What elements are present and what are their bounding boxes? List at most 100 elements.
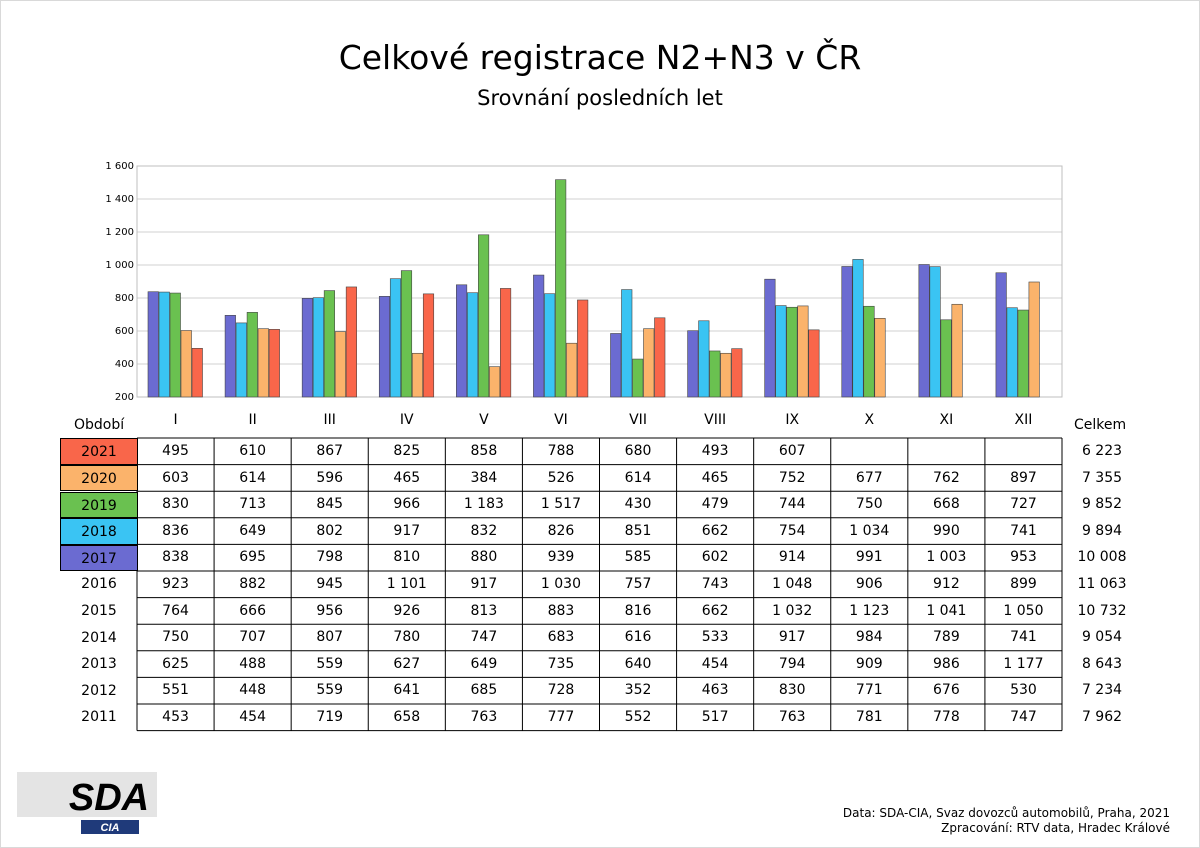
- bar-2020-XI: [951, 303, 963, 398]
- bar-2017-VIII: [687, 330, 699, 398]
- bar-2017-VI: [533, 274, 545, 398]
- table-cell: 986: [933, 655, 960, 672]
- row-total: 10 008: [1077, 549, 1127, 566]
- table-cell: 384: [470, 469, 498, 486]
- y-tick-label: 400: [115, 359, 134, 370]
- plot-frame: [136, 165, 1063, 398]
- table-cell: 517: [701, 709, 729, 725]
- table-cell: 727: [1010, 496, 1037, 513]
- table-cell: 747: [470, 629, 498, 646]
- bar-2019-III: [323, 290, 335, 398]
- table-cell: 752: [778, 469, 806, 486]
- table-cell: 764: [162, 602, 189, 619]
- table-cell: 677: [855, 469, 883, 486]
- table-cell: 880: [470, 549, 498, 566]
- table-cell: 763: [470, 709, 498, 725]
- table-cell: 1 177: [1003, 655, 1044, 672]
- table-cell: 1 123: [849, 602, 890, 619]
- table-cell: 603: [162, 469, 189, 486]
- bar-2019-IV: [400, 270, 413, 398]
- table-cell: 625: [162, 655, 189, 672]
- source-line-1: Data: SDA-CIA, Svaz dovozců automobilů, …: [842, 806, 1170, 820]
- bar-2021-VI: [577, 299, 589, 398]
- x-tick-label: II: [248, 412, 256, 428]
- table-cell: 789: [933, 629, 960, 646]
- x-tick-label: III: [324, 412, 336, 428]
- table-cell: 735: [547, 655, 575, 672]
- x-tick-label: XI: [940, 412, 954, 428]
- row-total: 9 852: [1081, 496, 1123, 513]
- legend-2017: 2017: [60, 544, 138, 572]
- table-cell: 825: [393, 443, 421, 459]
- bar-2020-VII: [643, 328, 655, 398]
- table-cell: 1 030: [540, 576, 581, 592]
- bar-2018-I: [158, 291, 170, 398]
- legend-2019: 2019: [60, 491, 138, 519]
- table-cell: 939: [547, 549, 575, 566]
- table-cell: 707: [239, 629, 266, 646]
- table-cell: [908, 438, 985, 465]
- chart-title: Celkové registrace N2+N3 v ČR: [338, 38, 862, 77]
- table-cell: 352: [624, 682, 652, 699]
- row-label-2011: 2011: [81, 709, 117, 726]
- table-cell: 826: [547, 522, 575, 539]
- y-tick-label: 800: [115, 293, 134, 304]
- bar-2020-II: [257, 328, 269, 398]
- row-total: 6 223: [1081, 443, 1123, 459]
- table-cell: 662: [701, 602, 729, 619]
- bar-2019-V: [478, 234, 490, 398]
- row-total: 7 962: [1081, 709, 1123, 725]
- table-cell: 1 048: [772, 576, 813, 592]
- x-tick-label: XII: [1015, 412, 1033, 428]
- bar-2021-IX: [808, 329, 820, 398]
- table-cell: 649: [470, 655, 498, 672]
- table-cell: 984: [855, 629, 883, 646]
- table-cell: 552: [624, 709, 652, 725]
- bar-2017-III: [301, 298, 313, 398]
- table-cell: 454: [701, 655, 729, 672]
- bar-2018-XII: [1006, 307, 1018, 398]
- bar-2019-VI: [555, 179, 567, 398]
- table-cell: 754: [778, 522, 806, 539]
- bar-2018-IV: [389, 278, 402, 398]
- x-tick-label: VI: [554, 412, 568, 428]
- table-cell: 966: [393, 496, 421, 513]
- y-tick-label: 1 200: [105, 227, 134, 238]
- legend-2018: 2018: [60, 518, 138, 545]
- table-cell: 695: [239, 549, 266, 566]
- x-tick-label: X: [864, 412, 874, 428]
- bar-2017-XI: [918, 264, 930, 398]
- bar-2020-VIII: [720, 352, 732, 398]
- table-cell: 1 041: [926, 602, 967, 619]
- table-cell: 744: [778, 496, 806, 513]
- table-cell: 676: [933, 682, 960, 699]
- x-tick-label: I: [173, 412, 177, 428]
- y-tick-label: 1 000: [105, 260, 134, 271]
- bar-2017-XII: [995, 272, 1007, 398]
- table-cell: 926: [393, 602, 421, 619]
- table-cell: 1 183: [463, 496, 504, 513]
- x-tick-label: IV: [400, 412, 414, 428]
- bar-2020-IX: [797, 305, 809, 398]
- table-cell: 585: [624, 549, 652, 566]
- bar-2018-II: [235, 322, 247, 398]
- bar-2020-IV: [411, 352, 424, 398]
- table-cell: 616: [624, 629, 652, 646]
- table-cell: 448: [239, 682, 266, 699]
- table-cell: 750: [162, 629, 189, 646]
- table-cell: 662: [701, 522, 729, 539]
- row-label-2015: 2015: [81, 602, 117, 619]
- table-cell: 602: [701, 549, 729, 566]
- table-cell: 614: [624, 469, 652, 486]
- table-cell: 858: [470, 443, 498, 459]
- table-cell: 640: [624, 655, 652, 672]
- table-cell: 1 101: [386, 576, 427, 592]
- bar-2017-IX: [764, 278, 776, 398]
- bar-2018-X: [852, 259, 864, 398]
- table-cell: 627: [393, 655, 421, 672]
- bar-2021-II: [268, 329, 280, 398]
- table-cell: 683: [547, 629, 575, 646]
- bar-2021-III: [345, 286, 357, 398]
- source-line-2: Zpracování: RTV data, Hradec Králové: [941, 821, 1170, 835]
